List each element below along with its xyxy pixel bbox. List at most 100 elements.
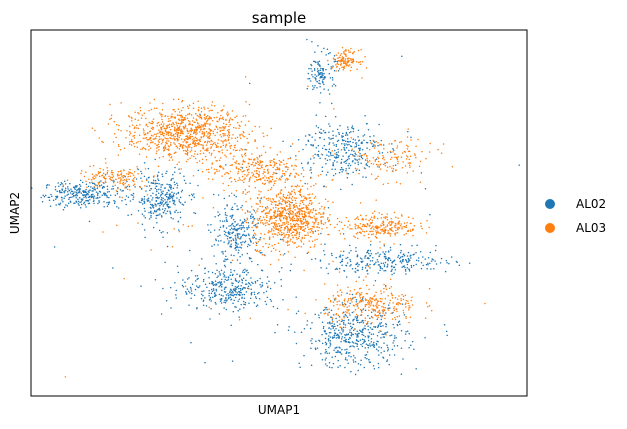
data-point-al03	[306, 188, 309, 190]
data-point-al02	[396, 344, 399, 347]
data-point-al02	[64, 183, 67, 185]
data-point-al02	[221, 251, 223, 253]
data-point-al02	[119, 196, 121, 198]
data-point-al03	[210, 109, 212, 112]
data-point-al03	[256, 223, 258, 225]
data-point-al02	[202, 294, 204, 297]
data-point-al03	[301, 201, 304, 204]
data-point-al02	[166, 210, 169, 213]
data-point-al02	[371, 142, 373, 145]
data-point-al03	[371, 308, 373, 310]
scatter-points	[31, 38, 520, 378]
data-point-al02	[181, 203, 184, 205]
data-point-al02	[348, 336, 351, 339]
data-point-al03	[311, 225, 314, 228]
data-point-al02	[132, 198, 134, 201]
data-point-al03	[381, 228, 384, 231]
data-point-al03	[390, 229, 393, 232]
data-point-al03	[278, 177, 281, 180]
data-point-al03	[372, 156, 375, 159]
data-point-al03	[155, 133, 157, 135]
data-point-al03	[267, 199, 269, 201]
data-point-al03	[235, 160, 238, 162]
data-point-al02	[155, 211, 157, 213]
data-point-al03	[207, 178, 210, 180]
data-point-al02	[156, 209, 159, 211]
data-point-al03	[268, 236, 271, 238]
data-point-al02	[407, 261, 409, 263]
data-point-al02	[156, 190, 158, 193]
data-point-al02	[224, 299, 226, 302]
data-point-al02	[328, 93, 331, 95]
data-point-al03	[254, 125, 256, 128]
data-point-al02	[381, 151, 384, 154]
data-point-al03	[376, 303, 378, 305]
data-point-al02	[350, 249, 352, 252]
data-point-al03	[272, 199, 275, 201]
data-point-al02	[295, 296, 297, 298]
data-point-al03	[359, 227, 361, 229]
data-point-al02	[250, 217, 252, 219]
data-point-al03	[289, 193, 291, 196]
data-point-al03	[414, 154, 416, 156]
data-point-al03	[290, 227, 292, 230]
data-point-al03	[372, 233, 374, 235]
data-point-al02	[166, 204, 168, 206]
data-point-al03	[148, 109, 150, 112]
data-point-al02	[183, 175, 185, 178]
data-point-al02	[373, 326, 375, 328]
data-point-al03	[97, 171, 100, 173]
data-point-al03	[272, 197, 274, 200]
data-point-al03	[302, 225, 305, 228]
data-point-al03	[254, 211, 257, 214]
data-point-al02	[373, 368, 376, 370]
data-point-al03	[222, 127, 224, 129]
data-point-al03	[104, 180, 107, 182]
data-point-al02	[260, 286, 262, 288]
data-point-al03	[102, 181, 104, 184]
data-point-al03	[286, 225, 288, 228]
data-point-al02	[147, 167, 150, 170]
data-point-al03	[406, 221, 408, 224]
data-point-al02	[366, 257, 369, 259]
data-point-al03	[285, 170, 287, 173]
data-point-al03	[180, 122, 183, 125]
data-point-al03	[374, 226, 376, 228]
data-point-al03	[143, 132, 145, 134]
data-point-al02	[230, 208, 233, 210]
data-point-al03	[354, 328, 356, 331]
data-point-al03	[404, 226, 406, 228]
data-point-al02	[95, 197, 97, 199]
data-point-al02	[71, 190, 74, 193]
data-point-al02	[151, 204, 153, 206]
data-point-al03	[360, 228, 363, 231]
data-point-al02	[320, 312, 322, 314]
data-point-al02	[160, 186, 162, 188]
data-point-al03	[175, 145, 178, 148]
data-point-al03	[334, 226, 336, 229]
data-point-al02	[288, 325, 290, 328]
data-point-al03	[252, 242, 255, 245]
data-point-al02	[317, 72, 320, 74]
data-point-al03	[267, 168, 269, 170]
data-point-al03	[190, 149, 193, 152]
data-point-al02	[362, 260, 364, 262]
data-point-al03	[257, 219, 259, 222]
data-point-al02	[445, 259, 448, 262]
data-point-al03	[296, 231, 299, 233]
data-point-al02	[223, 271, 226, 273]
data-point-al02	[352, 319, 354, 321]
data-point-al02	[435, 244, 437, 247]
data-point-al03	[269, 164, 272, 167]
data-point-al02	[81, 181, 84, 184]
data-point-al02	[320, 132, 322, 134]
data-point-al02	[243, 293, 246, 296]
data-point-al02	[340, 338, 343, 340]
data-point-al02	[383, 350, 385, 353]
data-point-al03	[394, 156, 396, 159]
data-point-al03	[256, 169, 258, 172]
data-point-al03	[183, 117, 186, 119]
data-point-al03	[229, 153, 232, 155]
data-point-al03	[211, 109, 214, 112]
data-point-al03	[222, 118, 225, 121]
